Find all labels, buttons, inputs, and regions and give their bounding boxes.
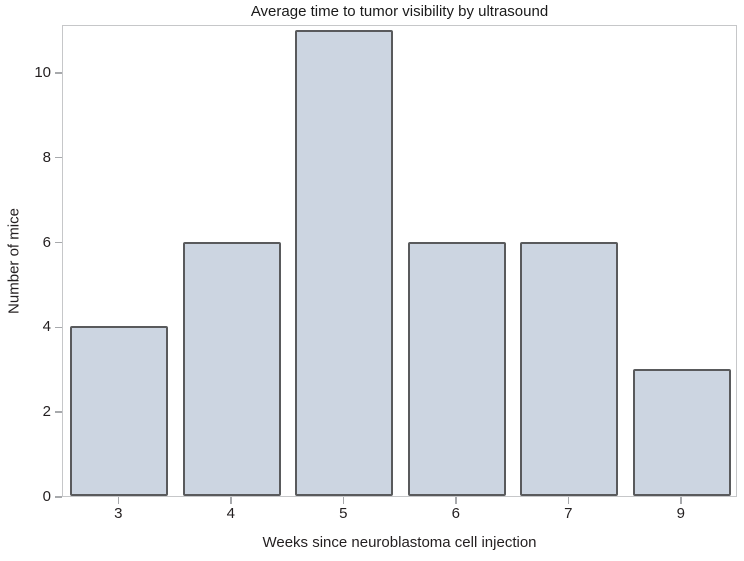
y-tick-label: 2: [42, 403, 51, 421]
x-tick-label: 5: [339, 505, 348, 522]
bar-week-5: [295, 29, 394, 496]
bar-week-3: [70, 326, 169, 496]
chart-title: Average time to tumor visibility by ultr…: [250, 3, 549, 20]
x-tick-mark: [567, 497, 569, 504]
y-tick-mark: [55, 241, 62, 244]
y-axis-title: Number of mice: [5, 208, 23, 314]
bar-week-9: [632, 368, 731, 496]
y-tick-label: 10: [34, 63, 51, 81]
x-tick-label: 6: [451, 505, 460, 522]
y-tick-mark: [55, 411, 62, 413]
x-tick-mark: [230, 497, 232, 504]
x-tick-label: 7: [564, 505, 573, 522]
x-tick-mark: [455, 497, 457, 504]
y-tick-label: 0: [42, 488, 51, 505]
y-tick-mark: [55, 496, 62, 498]
x-tick-label: 3: [114, 505, 123, 522]
y-tick-label: 4: [42, 318, 51, 336]
y-tick-mark: [55, 72, 62, 74]
y-tick-label: 8: [42, 148, 51, 166]
bar-week-4: [182, 241, 281, 496]
bar-week-7: [520, 241, 619, 496]
plot-area: [62, 25, 737, 497]
y-tick-mark: [55, 326, 62, 329]
bar-week-6: [407, 241, 506, 496]
y-tick-label: 6: [42, 233, 51, 251]
x-tick-mark: [680, 497, 682, 504]
x-axis-title: Weeks since neuroblastoma cell injection: [262, 534, 537, 551]
x-tick-mark: [342, 497, 344, 504]
x-tick-mark: [117, 497, 119, 504]
y-tick-mark: [55, 156, 62, 159]
x-tick-label: 4: [226, 505, 235, 522]
x-tick-label: 9: [676, 505, 685, 522]
